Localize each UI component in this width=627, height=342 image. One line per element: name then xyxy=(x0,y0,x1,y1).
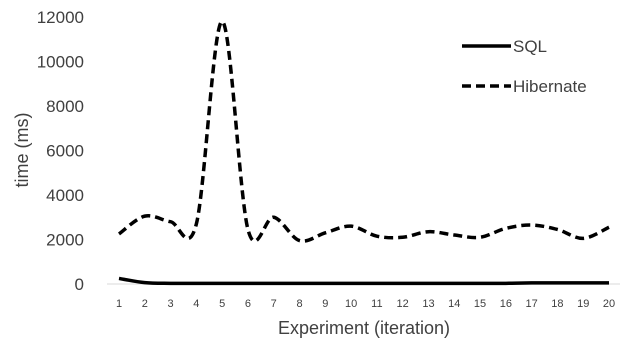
y-tick-label: 6000 xyxy=(46,142,84,161)
series-line-sql xyxy=(119,278,609,283)
x-tick-label: 10 xyxy=(345,298,357,310)
y-tick-label: 8000 xyxy=(46,97,84,116)
x-axis-ticks: 1 2 3 4 5 6 7 8 9 10 11 12 13 14 15 16 17 18 19 20 xyxy=(116,298,615,310)
y-tick-label: 12000 xyxy=(37,8,84,27)
x-tick-label: 12 xyxy=(397,298,409,310)
y-axis-ticks: 0 2000 4000 6000 8000 10000 12000 xyxy=(37,8,84,294)
legend-label-sql: SQL xyxy=(513,37,547,56)
x-tick-label: 18 xyxy=(551,298,563,310)
x-tick-label: 3 xyxy=(168,298,174,310)
y-tick-label: 4000 xyxy=(46,186,84,205)
x-tick-label: 14 xyxy=(448,298,460,310)
legend-label-hibernate: Hibernate xyxy=(513,77,587,96)
x-tick-label: 19 xyxy=(577,298,589,310)
x-tick-label: 11 xyxy=(371,298,382,310)
series-lines xyxy=(119,21,609,283)
x-tick-label: 16 xyxy=(500,298,512,310)
y-tick-label: 2000 xyxy=(46,231,84,250)
x-tick-label: 7 xyxy=(271,298,277,310)
x-tick-label: 4 xyxy=(193,298,199,310)
x-tick-label: 2 xyxy=(142,298,148,310)
x-tick-label: 5 xyxy=(219,298,225,310)
x-tick-label: 13 xyxy=(422,298,434,310)
y-tick-label: 0 xyxy=(75,275,84,294)
legend: SQL Hibernate xyxy=(462,37,587,96)
x-tick-label: 6 xyxy=(245,298,251,310)
x-axis-title: Experiment (iteration) xyxy=(278,318,450,338)
x-tick-label: 17 xyxy=(526,298,538,310)
x-tick-label: 1 xyxy=(116,298,122,310)
y-tick-label: 10000 xyxy=(37,53,84,72)
y-axis-title: time (ms) xyxy=(12,113,32,188)
x-tick-label: 20 xyxy=(603,298,615,310)
x-tick-label: 15 xyxy=(474,298,486,310)
x-tick-label: 8 xyxy=(296,298,302,310)
x-tick-label: 9 xyxy=(322,298,328,310)
